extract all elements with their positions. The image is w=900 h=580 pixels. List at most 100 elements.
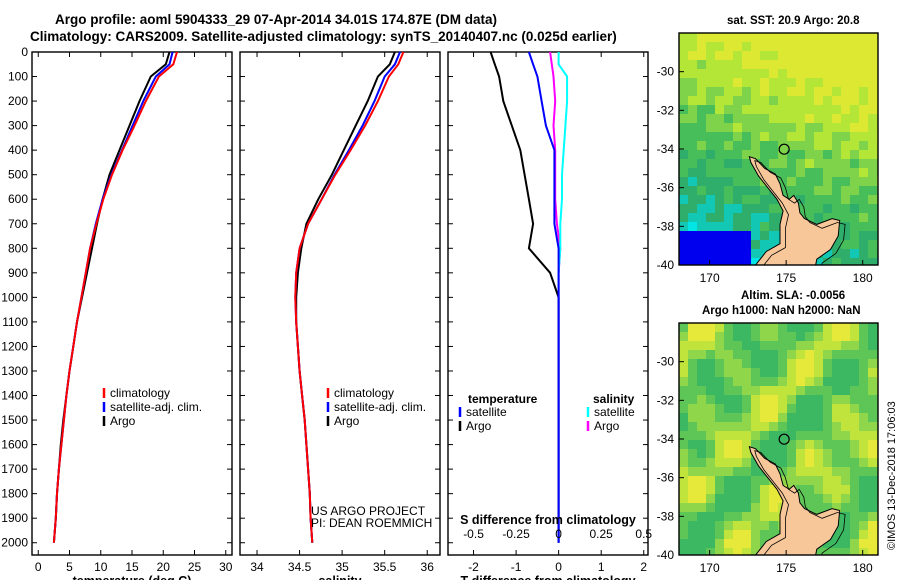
sla-map-cell bbox=[733, 359, 743, 369]
sst-map-cell bbox=[724, 213, 734, 223]
sst-map-cell bbox=[832, 195, 842, 205]
sla-map-cell bbox=[832, 485, 842, 495]
sla-map-cell bbox=[742, 431, 752, 441]
difference-xtick-label: 0 bbox=[555, 560, 562, 574]
sla-map-cell bbox=[751, 377, 761, 387]
sla-map-cell bbox=[823, 341, 833, 351]
sst-map-cell bbox=[724, 177, 734, 187]
sla-map-cell bbox=[724, 377, 734, 387]
sla-map-axes: 170 175 180 -30 -32 -34 -36 -38 -40 bbox=[657, 322, 879, 575]
sst-map-cell bbox=[724, 69, 734, 79]
sla-map-cell bbox=[760, 494, 770, 504]
sst-map-cell bbox=[760, 213, 770, 223]
sla-map-cell bbox=[751, 422, 761, 432]
sla-map-cell bbox=[715, 341, 725, 351]
sla-map-cell bbox=[751, 539, 761, 549]
sla-map-cell bbox=[688, 440, 698, 450]
sst-map-cell bbox=[859, 249, 869, 259]
sla-map-cell bbox=[859, 413, 869, 423]
sla-map-cell bbox=[751, 404, 761, 414]
sla-map-cell bbox=[796, 404, 806, 414]
sst-map-cell bbox=[751, 33, 761, 43]
sst-map-cell bbox=[679, 204, 689, 214]
sst-map-cell bbox=[841, 69, 851, 79]
sst-map-cell bbox=[841, 186, 851, 196]
sla-map-cell bbox=[787, 413, 797, 423]
sla-map-cell bbox=[679, 332, 689, 342]
sla-map-cell bbox=[769, 404, 779, 414]
sla-map-cell bbox=[778, 386, 788, 396]
sst-map-cell bbox=[832, 132, 842, 142]
sla-map-cell bbox=[706, 485, 716, 495]
sst-map-cell bbox=[769, 150, 779, 160]
sst-map-cell bbox=[706, 222, 716, 232]
sla-map-cell bbox=[832, 368, 842, 378]
sla-map-cell bbox=[715, 476, 725, 486]
sst-map-cell bbox=[715, 249, 725, 259]
sla-map-cell bbox=[679, 539, 689, 549]
sla-map-cell bbox=[688, 539, 698, 549]
sst-map-cell bbox=[688, 96, 698, 106]
diff-legend-temperature-title: temperature bbox=[468, 392, 538, 406]
sla-map-cell bbox=[715, 440, 725, 450]
sla-map-cell bbox=[832, 530, 842, 540]
sla-map-argo-marker bbox=[778, 433, 790, 445]
sst-map-cell bbox=[841, 33, 851, 43]
sla-map-cell bbox=[706, 413, 716, 423]
sla-map-cell bbox=[823, 467, 833, 477]
sst-map-cell bbox=[697, 69, 707, 79]
salinity-legend-label: Argo bbox=[334, 414, 360, 428]
sla-map-cell bbox=[697, 548, 707, 555]
sst-map-cell bbox=[796, 177, 806, 187]
depth-tick-label: 300 bbox=[8, 119, 28, 133]
sla-map-cell bbox=[850, 521, 860, 531]
sla-map-cell bbox=[796, 431, 806, 441]
sst-map-cell bbox=[823, 168, 833, 178]
sla-map-cell bbox=[706, 530, 716, 540]
sla-map-cell bbox=[724, 530, 734, 540]
sst-map-cell bbox=[868, 123, 878, 133]
sla-map-cell bbox=[868, 359, 878, 369]
sla-map-cell bbox=[868, 548, 878, 555]
sla-map-cell bbox=[769, 323, 779, 333]
sla-map-cell bbox=[733, 476, 743, 486]
sst-map-cell bbox=[706, 177, 716, 187]
sst-map-cell bbox=[742, 186, 752, 196]
depth-tick-label: 1200 bbox=[1, 339, 28, 353]
sst-map-ytick-label: -34 bbox=[657, 142, 675, 156]
sst-map-cell bbox=[751, 132, 761, 142]
sst-map-cell bbox=[751, 231, 761, 241]
sla-map-cell bbox=[859, 512, 869, 522]
sst-map-cell bbox=[859, 150, 869, 160]
sla-map-cell bbox=[706, 386, 716, 396]
sst-map-cell bbox=[751, 204, 761, 214]
sst-map-cell bbox=[841, 96, 851, 106]
sla-map-cell bbox=[733, 350, 743, 360]
sst-map-cell bbox=[706, 105, 716, 115]
sst-map-cell bbox=[742, 141, 752, 151]
sla-map-cell bbox=[823, 503, 833, 513]
sst-map-cell bbox=[787, 150, 797, 160]
sla-map-cell bbox=[868, 386, 878, 396]
sst-map-cell bbox=[715, 186, 725, 196]
sla-map-cell bbox=[823, 386, 833, 396]
sst-map-cell bbox=[769, 159, 779, 169]
sla-map-cell bbox=[823, 539, 833, 549]
sst-map-cell bbox=[724, 96, 734, 106]
sla-map-cell bbox=[706, 494, 716, 504]
sst-map-cell bbox=[814, 168, 824, 178]
sst-map-ytick-label: -36 bbox=[657, 181, 675, 195]
sla-map-cell bbox=[742, 332, 752, 342]
depth-tick-label: 1000 bbox=[1, 290, 28, 304]
sst-map-cell bbox=[697, 186, 707, 196]
sla-map-cell bbox=[751, 359, 761, 369]
sst-map-cell bbox=[706, 69, 716, 79]
sla-map-cell bbox=[796, 476, 806, 486]
sst-map-cell bbox=[706, 150, 716, 160]
sst-map-cell bbox=[769, 132, 779, 142]
sst-map-cell bbox=[850, 132, 860, 142]
sst-map-cell bbox=[814, 132, 824, 142]
sst-map-cell bbox=[706, 168, 716, 178]
sla-map-cell bbox=[706, 458, 716, 468]
sla-map-cell bbox=[742, 341, 752, 351]
